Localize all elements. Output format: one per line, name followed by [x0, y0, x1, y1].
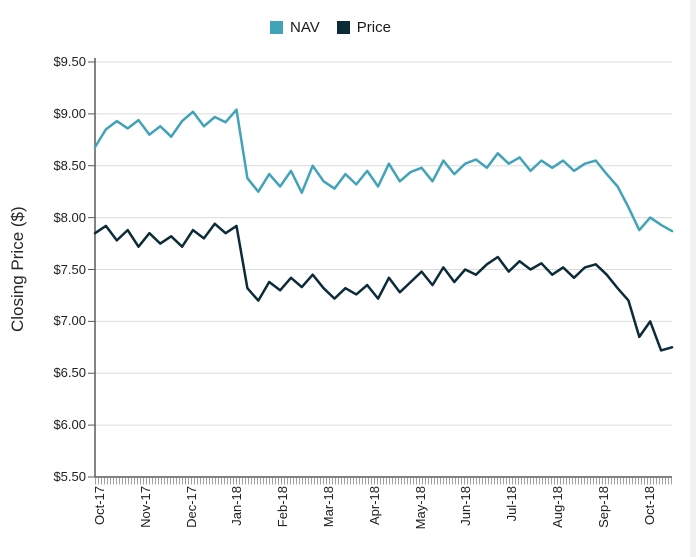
- y-tick-label: $5.50: [53, 469, 86, 484]
- y-tick-label: $8.00: [53, 209, 86, 225]
- nav-series-line: [93, 108, 674, 233]
- y-tick-label: $9.50: [53, 54, 86, 69]
- x-tick-label: Oct-18: [641, 486, 657, 526]
- x-tick-label: Dec-17: [183, 486, 199, 528]
- x-tick-label: May-18: [412, 486, 428, 530]
- price-legend-label: Price: [356, 19, 391, 36]
- y-tick-label: $6.50: [53, 365, 86, 381]
- y-tick-label: $8.50: [53, 157, 86, 173]
- price-legend-swatch: [336, 21, 350, 34]
- nav-legend-label: NAV: [290, 19, 320, 36]
- x-tick-label: Apr-18: [366, 486, 382, 526]
- x-tick-label: Mar-18: [321, 486, 336, 528]
- x-tick-label: Oct-17: [92, 486, 107, 526]
- x-tick-label: Nov-17: [137, 486, 153, 528]
- y-tick-label: $7.00: [53, 313, 86, 329]
- x-tick-label: Aug-18: [550, 486, 565, 528]
- x-tick-label: Feb-18: [275, 486, 291, 528]
- chart-legend: NAV Price: [270, 19, 401, 36]
- x-tick-label: Jan-18: [229, 486, 245, 526]
- nav-legend-swatch: [270, 21, 283, 34]
- y-tick-label: $7.50: [53, 261, 86, 277]
- x-tick-label: Jul-18: [504, 486, 520, 522]
- x-tick-label: Jun-18: [458, 486, 474, 526]
- x-tick-label: Sep-18: [595, 486, 611, 528]
- window-edge-strip: [690, 0, 696, 557]
- y-tick-label: $6.00: [53, 417, 86, 433]
- y-tick-label: $9.00: [53, 105, 86, 121]
- price-series-line: [93, 222, 674, 352]
